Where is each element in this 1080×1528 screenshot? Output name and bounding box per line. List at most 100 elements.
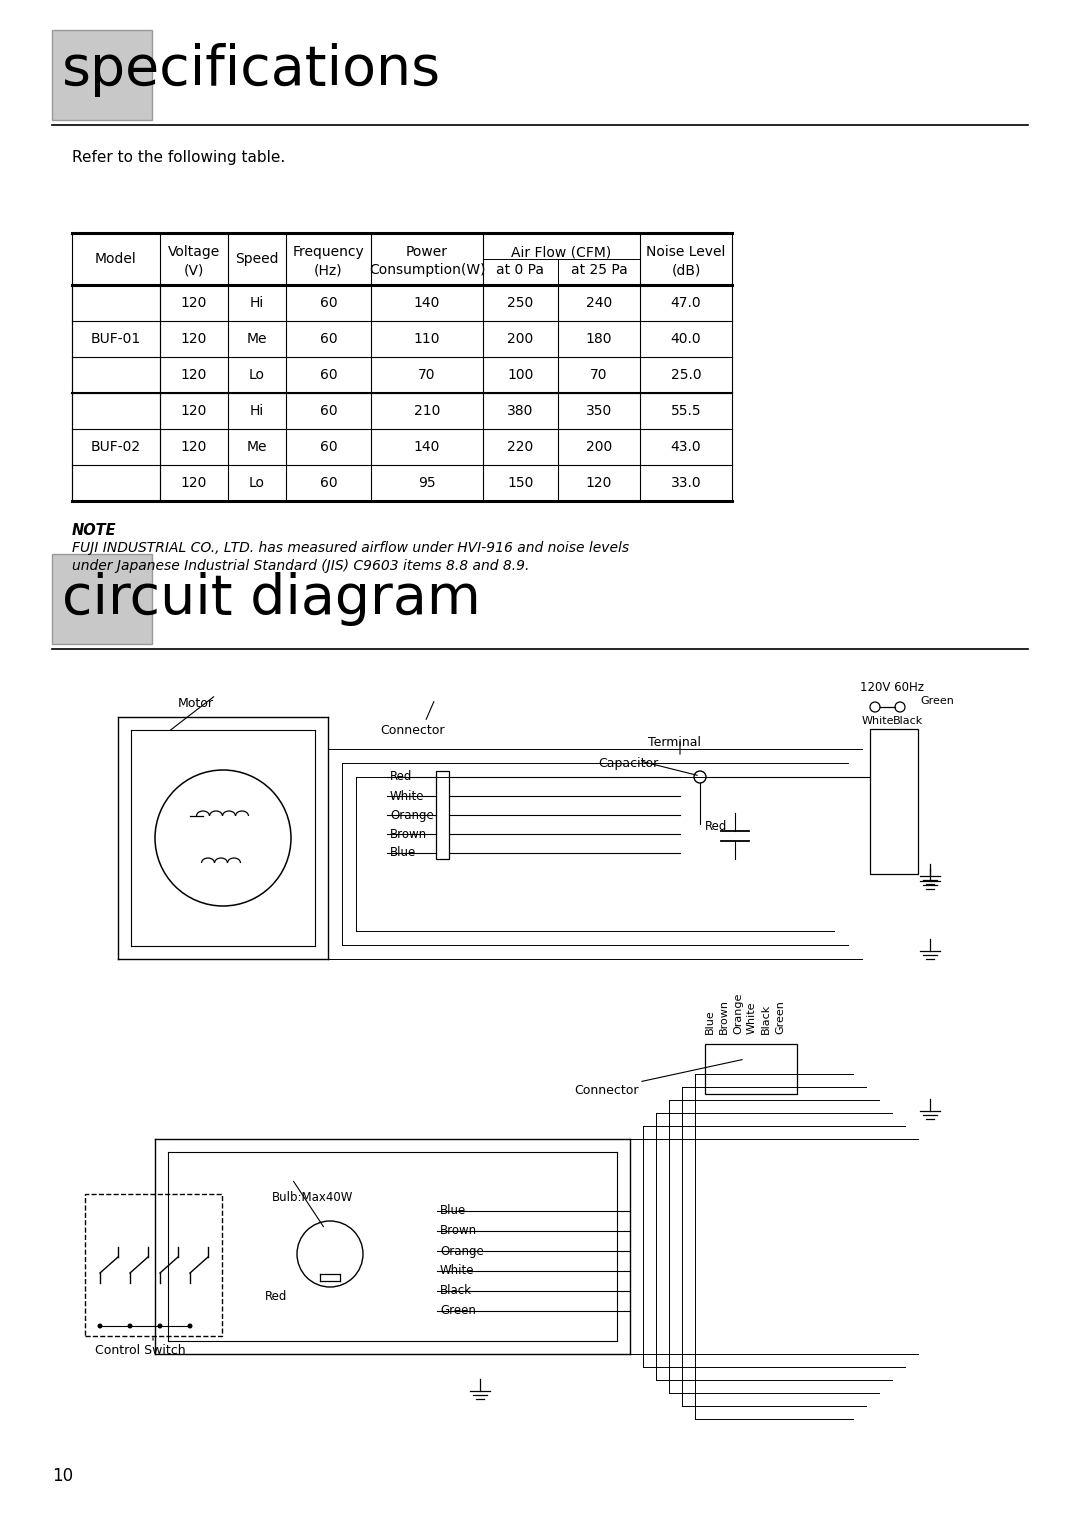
Text: Green: Green bbox=[440, 1305, 476, 1317]
Text: 33.0: 33.0 bbox=[671, 477, 701, 490]
Text: White: White bbox=[747, 1001, 757, 1034]
Text: Me: Me bbox=[246, 440, 267, 454]
Text: Blue: Blue bbox=[705, 1010, 715, 1034]
Text: 120: 120 bbox=[585, 477, 612, 490]
Text: Black: Black bbox=[893, 717, 923, 726]
Text: Lo: Lo bbox=[249, 477, 265, 490]
Text: 120: 120 bbox=[180, 403, 207, 419]
Bar bbox=[52, 555, 152, 643]
Text: 120: 120 bbox=[180, 296, 207, 310]
Text: Voltage: Voltage bbox=[167, 244, 220, 260]
Text: Noise Level: Noise Level bbox=[646, 244, 726, 260]
Text: Bulb:Max40W: Bulb:Max40W bbox=[272, 1190, 353, 1204]
Text: 60: 60 bbox=[320, 477, 337, 490]
Circle shape bbox=[188, 1323, 192, 1328]
Text: (Hz): (Hz) bbox=[314, 263, 342, 277]
Bar bbox=[870, 729, 918, 874]
Text: (V): (V) bbox=[184, 263, 204, 277]
Text: Brown: Brown bbox=[390, 828, 427, 840]
Text: Brown: Brown bbox=[440, 1224, 477, 1238]
Text: Orange: Orange bbox=[390, 808, 434, 822]
Text: 210: 210 bbox=[414, 403, 441, 419]
Text: 180: 180 bbox=[585, 332, 612, 345]
Text: 120: 120 bbox=[180, 477, 207, 490]
Text: White: White bbox=[440, 1265, 474, 1277]
Bar bbox=[85, 1193, 222, 1335]
Bar bbox=[705, 1044, 797, 1094]
Text: Me: Me bbox=[246, 332, 267, 345]
Text: 55.5: 55.5 bbox=[671, 403, 701, 419]
Text: Blue: Blue bbox=[440, 1204, 467, 1218]
Text: 95: 95 bbox=[418, 477, 436, 490]
Text: 10: 10 bbox=[52, 1467, 73, 1485]
Circle shape bbox=[97, 1323, 103, 1328]
Text: 60: 60 bbox=[320, 403, 337, 419]
Text: Brown: Brown bbox=[719, 999, 729, 1034]
Bar bbox=[72, 394, 160, 500]
Text: 47.0: 47.0 bbox=[671, 296, 701, 310]
Text: BUF-01: BUF-01 bbox=[91, 332, 141, 345]
Bar bbox=[436, 772, 449, 859]
Text: White: White bbox=[862, 717, 894, 726]
Text: Green: Green bbox=[775, 1001, 785, 1034]
Circle shape bbox=[158, 1323, 162, 1328]
Text: at 25 Pa: at 25 Pa bbox=[570, 263, 627, 277]
Text: 140: 140 bbox=[414, 296, 441, 310]
Text: Speed: Speed bbox=[235, 252, 279, 266]
Text: Connector: Connector bbox=[573, 1083, 638, 1097]
Text: NOTE: NOTE bbox=[72, 523, 117, 538]
Text: under Japanese Industrial Standard (JIS) C9603 items 8.8 and 8.9.: under Japanese Industrial Standard (JIS)… bbox=[72, 559, 529, 573]
Text: 25.0: 25.0 bbox=[671, 368, 701, 382]
Text: Orange: Orange bbox=[440, 1244, 484, 1258]
Text: 200: 200 bbox=[508, 332, 534, 345]
Text: Refer to the following table.: Refer to the following table. bbox=[72, 150, 285, 165]
Text: 60: 60 bbox=[320, 332, 337, 345]
Text: 140: 140 bbox=[414, 440, 441, 454]
Text: Lo: Lo bbox=[249, 368, 265, 382]
Text: Orange: Orange bbox=[733, 993, 743, 1034]
Text: Motor: Motor bbox=[178, 697, 214, 711]
Text: Hi: Hi bbox=[249, 296, 265, 310]
Text: Model: Model bbox=[95, 252, 137, 266]
Text: BUF-02: BUF-02 bbox=[91, 440, 141, 454]
Text: circuit diagram: circuit diagram bbox=[62, 571, 481, 626]
Text: Control Switch: Control Switch bbox=[95, 1345, 186, 1357]
Text: Consumption(W): Consumption(W) bbox=[368, 263, 485, 277]
Text: 100: 100 bbox=[508, 368, 534, 382]
Text: Green: Green bbox=[920, 695, 954, 706]
Text: Air Flow (CFM): Air Flow (CFM) bbox=[511, 244, 611, 260]
Bar bbox=[52, 31, 152, 121]
Text: specifications: specifications bbox=[62, 43, 441, 96]
Text: 380: 380 bbox=[508, 403, 534, 419]
Bar bbox=[72, 286, 160, 393]
Text: 70: 70 bbox=[591, 368, 608, 382]
Text: 60: 60 bbox=[320, 296, 337, 310]
Text: White: White bbox=[390, 790, 424, 802]
Text: Red: Red bbox=[265, 1290, 287, 1302]
Text: Power: Power bbox=[406, 244, 448, 260]
Text: 110: 110 bbox=[414, 332, 441, 345]
Text: 200: 200 bbox=[585, 440, 612, 454]
Text: 60: 60 bbox=[320, 440, 337, 454]
Text: Black: Black bbox=[440, 1285, 472, 1297]
Text: Capacitor: Capacitor bbox=[598, 756, 658, 770]
Text: Red: Red bbox=[705, 821, 727, 833]
Text: Frequency: Frequency bbox=[293, 244, 364, 260]
Text: 120: 120 bbox=[180, 332, 207, 345]
Text: 70: 70 bbox=[418, 368, 435, 382]
Text: Red: Red bbox=[390, 770, 413, 784]
Text: Black: Black bbox=[761, 1004, 771, 1034]
Text: 240: 240 bbox=[585, 296, 612, 310]
Text: 220: 220 bbox=[508, 440, 534, 454]
Text: (dB): (dB) bbox=[672, 263, 701, 277]
Text: 350: 350 bbox=[585, 403, 612, 419]
Text: 120: 120 bbox=[180, 368, 207, 382]
Text: 40.0: 40.0 bbox=[671, 332, 701, 345]
Text: Connector: Connector bbox=[380, 724, 445, 736]
Text: Blue: Blue bbox=[390, 847, 416, 859]
Text: Terminal: Terminal bbox=[648, 736, 701, 749]
Text: 120: 120 bbox=[180, 440, 207, 454]
Text: 150: 150 bbox=[508, 477, 534, 490]
Circle shape bbox=[127, 1323, 133, 1328]
Text: 250: 250 bbox=[508, 296, 534, 310]
